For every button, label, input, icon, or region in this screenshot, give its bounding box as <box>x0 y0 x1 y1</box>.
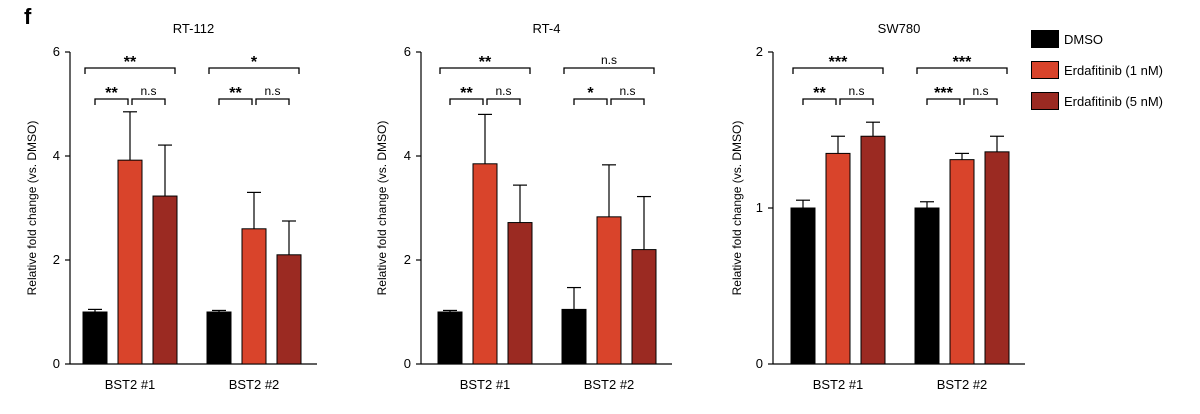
legend: DMSO Erdafitinib (1 nM) Erdafitinib (5 n… <box>1031 29 1163 122</box>
bar <box>241 228 267 365</box>
significance-bracket <box>839 98 874 105</box>
y-tick-label: 2 <box>53 252 60 267</box>
legend-label-erdafitinib-5nm: Erdafitinib (5 nM) <box>1064 93 1163 109</box>
significance-bracket <box>94 98 129 105</box>
legend-item-erdafitinib-5nm: Erdafitinib (5 nM) <box>1031 91 1163 111</box>
chart-title: RT-4 <box>533 21 561 36</box>
significance-bracket <box>439 67 531 74</box>
x-category-label: BST2 #2 <box>229 377 280 392</box>
bar <box>82 311 108 365</box>
significance-bracket <box>131 98 166 105</box>
y-tick-label: 6 <box>404 44 411 59</box>
y-tick-label: 0 <box>53 356 60 371</box>
x-category-label: BST2 #1 <box>105 377 156 392</box>
legend-label-dmso: DMSO <box>1064 31 1103 47</box>
panel-letter: f <box>24 4 32 29</box>
significance-label: ** <box>479 54 492 71</box>
chart-sw780: SW780 Relative fold change (vs. DMSO) 0 1 2 B… <box>730 21 1025 392</box>
significance-bracket <box>208 67 300 74</box>
significance-label: ** <box>229 85 242 102</box>
significance-label: *** <box>953 54 972 71</box>
y-tick-label: 0 <box>404 356 411 371</box>
bar <box>631 249 657 365</box>
bar <box>437 311 463 365</box>
significance-bracket <box>963 98 998 105</box>
significance-label: ** <box>124 54 137 71</box>
significance-bracket <box>802 98 837 105</box>
significance-label: n.s <box>619 84 635 98</box>
y-tick-label: 6 <box>53 44 60 59</box>
significance-label: n.s <box>848 84 864 98</box>
bar <box>472 163 498 365</box>
x-category-label: BST2 #2 <box>584 377 635 392</box>
bar <box>914 207 940 365</box>
bar <box>206 311 232 365</box>
y-axis-label: Relative fold change (vs. DMSO) <box>25 121 39 296</box>
y-tick-label: 4 <box>404 148 411 163</box>
significance-bracket <box>792 67 884 74</box>
x-category-label: BST2 #1 <box>460 377 511 392</box>
significance-label: n.s <box>140 84 156 98</box>
legend-swatch-erdafitinib-1nm <box>1031 61 1059 79</box>
significance-label: ** <box>813 85 826 102</box>
chart-rt4: RT-4 Relative fold change (vs. DMSO) 0 2 4 6 B… <box>375 21 672 392</box>
significance-bracket <box>926 98 961 105</box>
chart-title: SW780 <box>878 21 921 36</box>
bar <box>117 159 143 365</box>
significance-label: *** <box>829 54 848 71</box>
significance-bracket <box>255 98 290 105</box>
x-category-label: BST2 #1 <box>813 377 864 392</box>
y-tick-label: 1 <box>756 200 763 215</box>
significance-bracket <box>573 98 608 105</box>
significance-bracket <box>449 98 484 105</box>
legend-item-dmso: DMSO <box>1031 29 1163 49</box>
legend-swatch-erdafitinib-5nm <box>1031 92 1059 110</box>
bar <box>860 135 886 365</box>
bar <box>596 216 622 365</box>
bar <box>507 222 533 365</box>
significance-label: ** <box>105 85 118 102</box>
significance-label: n.s <box>972 84 988 98</box>
bar <box>152 195 178 365</box>
bar <box>984 151 1010 365</box>
significance-bracket <box>218 98 253 105</box>
significance-label: ** <box>460 85 473 102</box>
significance-bracket <box>84 67 176 74</box>
y-tick-label: 2 <box>404 252 411 267</box>
significance-label: n.s <box>601 53 617 67</box>
bar <box>790 207 816 365</box>
significance-label: n.s <box>264 84 280 98</box>
significance-bracket <box>486 98 521 105</box>
legend-label-erdafitinib-1nm: Erdafitinib (1 nM) <box>1064 62 1163 78</box>
y-tick-label: 0 <box>756 356 763 371</box>
chart-title: RT-112 <box>173 21 214 36</box>
chart-rt112: RT-112 Relative fold change (vs. DMSO) 0 2 4… <box>25 21 317 392</box>
legend-swatch-dmso <box>1031 30 1059 48</box>
bar <box>825 152 851 365</box>
significance-bracket <box>916 67 1008 74</box>
significance-bracket <box>610 98 645 105</box>
y-axis-label: Relative fold change (vs. DMSO) <box>375 121 389 296</box>
bar <box>949 159 975 365</box>
significance-label: * <box>251 54 258 71</box>
significance-label: *** <box>934 85 953 102</box>
y-tick-label: 4 <box>53 148 60 163</box>
y-axis-label: Relative fold change (vs. DMSO) <box>730 121 744 296</box>
significance-label: * <box>587 85 594 102</box>
significance-bracket <box>563 67 655 74</box>
x-category-label: BST2 #2 <box>937 377 988 392</box>
legend-item-erdafitinib-1nm: Erdafitinib (1 nM) <box>1031 60 1163 80</box>
bar <box>561 308 587 365</box>
y-tick-label: 2 <box>756 44 763 59</box>
bar <box>276 254 302 365</box>
significance-label: n.s <box>495 84 511 98</box>
